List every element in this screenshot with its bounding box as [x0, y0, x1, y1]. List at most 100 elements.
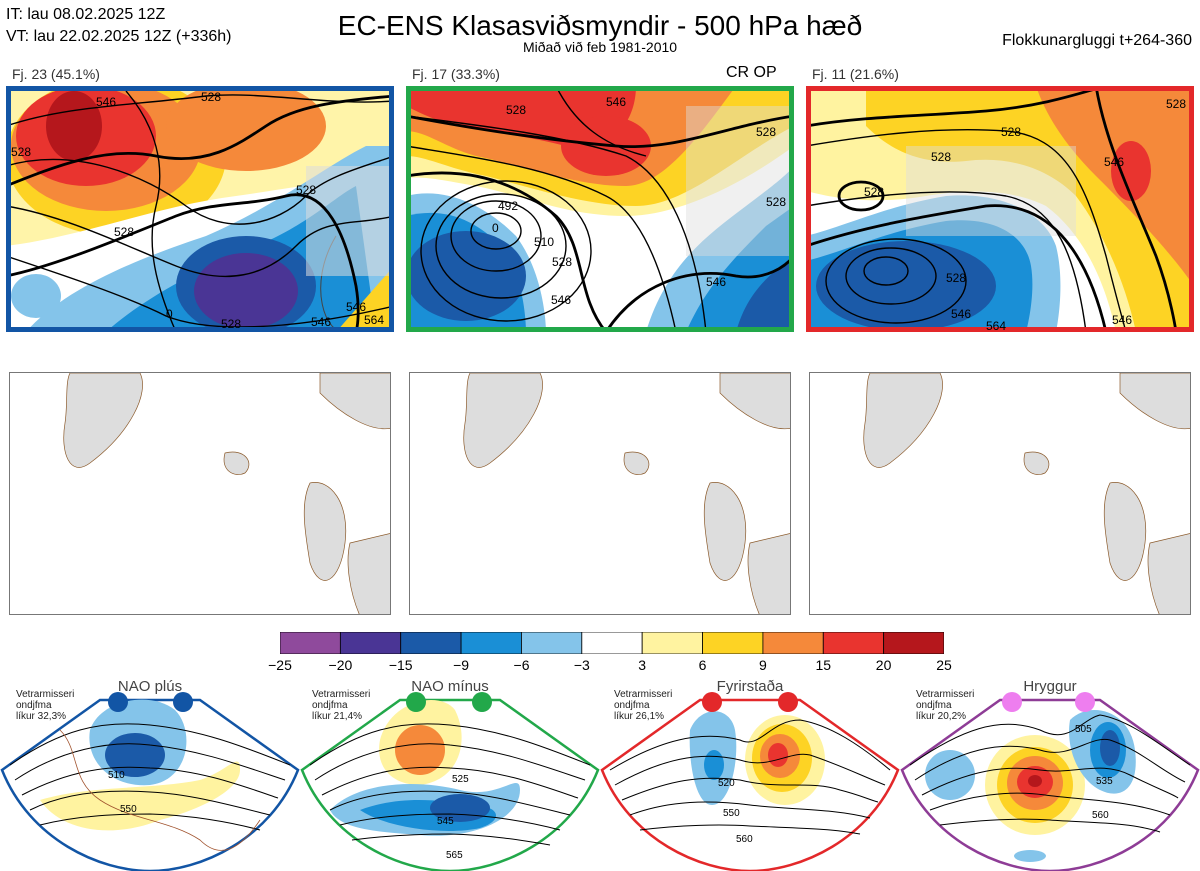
- colorbar-tick-label: −20: [328, 657, 353, 673]
- cluster-label-1: Fj. 23 (45.1%): [12, 66, 100, 82]
- colorbar-tick-label: 15: [815, 657, 832, 673]
- contour-label: 528: [931, 150, 951, 164]
- colorbar-tick-label: 6: [698, 657, 707, 673]
- vt-line: VT: lau 22.02.2025 12Z (+336h): [6, 28, 232, 45]
- cluster-frame-3: [806, 86, 1194, 332]
- regime-label: 560: [1092, 810, 1109, 821]
- note-line: Vetrarmisseri: [916, 689, 975, 700]
- note-line: Vetrarmisseri: [614, 689, 673, 700]
- contour-label: 528: [221, 317, 241, 331]
- contour-label: 546: [311, 315, 331, 329]
- contour-label: 528: [552, 255, 572, 269]
- cluster-label-2: Fj. 17 (33.3%): [412, 66, 500, 82]
- regime-label: 520: [718, 778, 735, 789]
- regime-note-blocking: Vetrarmisseri ondjfma líkur 26,1%: [614, 689, 672, 722]
- regime-map-blocking: 520 550 560: [600, 698, 900, 871]
- regime-note-ridge: Vetrarmisseri ondjfma líkur 20,2%: [916, 689, 974, 722]
- note-line: ondjfma: [916, 700, 952, 711]
- colorbar-segment: [883, 632, 944, 654]
- regime-title-blocking: Fyrirstaða: [716, 678, 784, 695]
- contour-label: 528: [766, 195, 786, 209]
- note-line: Vetrarmisseri: [312, 689, 371, 700]
- regime-label: 525: [452, 774, 469, 785]
- contour-label: 546: [951, 307, 971, 321]
- colorbar-tick-label: −9: [453, 657, 470, 673]
- colorbar-tick-label: 20: [875, 657, 892, 673]
- empty-map-3: [809, 372, 1191, 615]
- regime-label: 565: [446, 850, 463, 861]
- colorbar-segment: [400, 632, 462, 654]
- contour-label: 546: [606, 95, 626, 109]
- colorbar-tick-label: −6: [513, 657, 530, 673]
- cluster-label-3: Fj. 11 (21.6%): [812, 66, 899, 82]
- colorbar-tick-label: 9: [758, 657, 767, 673]
- contour-label: 564: [364, 313, 384, 327]
- contour-label: 546: [96, 95, 116, 109]
- colorbar-segment: [280, 632, 341, 654]
- empty-map-2: [409, 372, 791, 615]
- note-line: ondjfma: [614, 700, 650, 711]
- regime-map-nao-minus: 525 545 565: [300, 698, 600, 871]
- note-line: líkur 20,2%: [916, 711, 967, 722]
- regime-dot-nao-minus-right: [472, 692, 492, 712]
- contour-label: 546: [551, 293, 571, 307]
- contour-label: 528: [864, 185, 884, 199]
- regime-title-ridge: Hryggur: [1023, 678, 1077, 695]
- contour-label: 510: [534, 235, 554, 249]
- page-title: EC-ENS Klasasviðsmyndir - 500 hPa hæð: [337, 10, 863, 41]
- contour-label: 528: [1001, 125, 1021, 139]
- contour-label: 564: [986, 319, 1006, 332]
- regime-map-nao-plus: 510 550: [0, 698, 300, 871]
- contour-label: 528: [114, 225, 134, 239]
- cluster-map-2: 528 546 528 492 510 528 546 546 528 0: [406, 86, 794, 332]
- contour-label: 0: [492, 221, 499, 235]
- note-line: líkur 26,1%: [614, 711, 665, 722]
- colorbar-segment: [460, 632, 522, 654]
- contour-label: 0: [166, 307, 173, 321]
- contour-label: 492: [498, 199, 518, 213]
- colorbar-segment: [702, 632, 764, 654]
- colorbar-segment: [521, 632, 583, 654]
- regime-label: 545: [437, 816, 454, 827]
- regime-label: 505: [1075, 724, 1092, 735]
- page-subtitle: Miðað við feb 1981-2010: [522, 39, 678, 55]
- note-line: ondjfma: [16, 700, 52, 711]
- contour-label: 546: [346, 300, 366, 314]
- regime-map-ridge: 505 535 560: [900, 698, 1200, 871]
- colorbar-segment: [641, 632, 703, 654]
- regime-label: 560: [736, 834, 753, 845]
- colorbar: [280, 632, 944, 654]
- regime-title-nao-plus: NAO plús: [117, 678, 183, 695]
- regime-label: 550: [120, 804, 137, 815]
- it-line: IT: lau 08.02.2025 12Z: [6, 6, 166, 23]
- colorbar-tick-label: −3: [573, 657, 590, 673]
- colorbar-segment: [581, 632, 643, 654]
- contour-label: 546: [706, 275, 726, 289]
- cluster-frame-2: [406, 86, 794, 332]
- regime-dot-nao-plus-right: [173, 692, 193, 712]
- regime-maps: 510 550 525 545 565: [0, 698, 1200, 871]
- note-line: ondjfma: [312, 700, 348, 711]
- cr-op-label: CR OP: [726, 64, 777, 81]
- regime-dot-blocking-left: [702, 692, 722, 712]
- regime-dot-nao-minus-left: [406, 692, 426, 712]
- colorbar-segment: [339, 632, 402, 654]
- window-label: Flokkunargluggi t+264-360: [1002, 32, 1192, 49]
- regime-title-nao-minus: NAO mínus: [411, 678, 489, 695]
- note-line: líkur 21,4%: [312, 711, 363, 722]
- contour-label: 546: [1104, 155, 1124, 169]
- regime-label: 550: [723, 808, 740, 819]
- colorbar-tick-label: 25: [936, 657, 952, 673]
- regime-label: 510: [108, 770, 125, 781]
- contour-label: 528: [11, 145, 31, 159]
- note-line: líkur 32,3%: [16, 711, 67, 722]
- colorbar-tick-label: 3: [638, 657, 647, 673]
- header-info: IT: lau 08.02.2025 12Z VT: lau 22.02.202…: [6, 4, 232, 48]
- contour-label: 528: [1166, 97, 1186, 111]
- regime-dot-ridge-left: [1002, 692, 1022, 712]
- note-line: Vetrarmisseri: [16, 689, 75, 700]
- contour-label: 528: [946, 271, 966, 285]
- contour-label: 528: [201, 90, 221, 104]
- contour-label: 528: [756, 125, 776, 139]
- colorbar-segment: [822, 632, 885, 654]
